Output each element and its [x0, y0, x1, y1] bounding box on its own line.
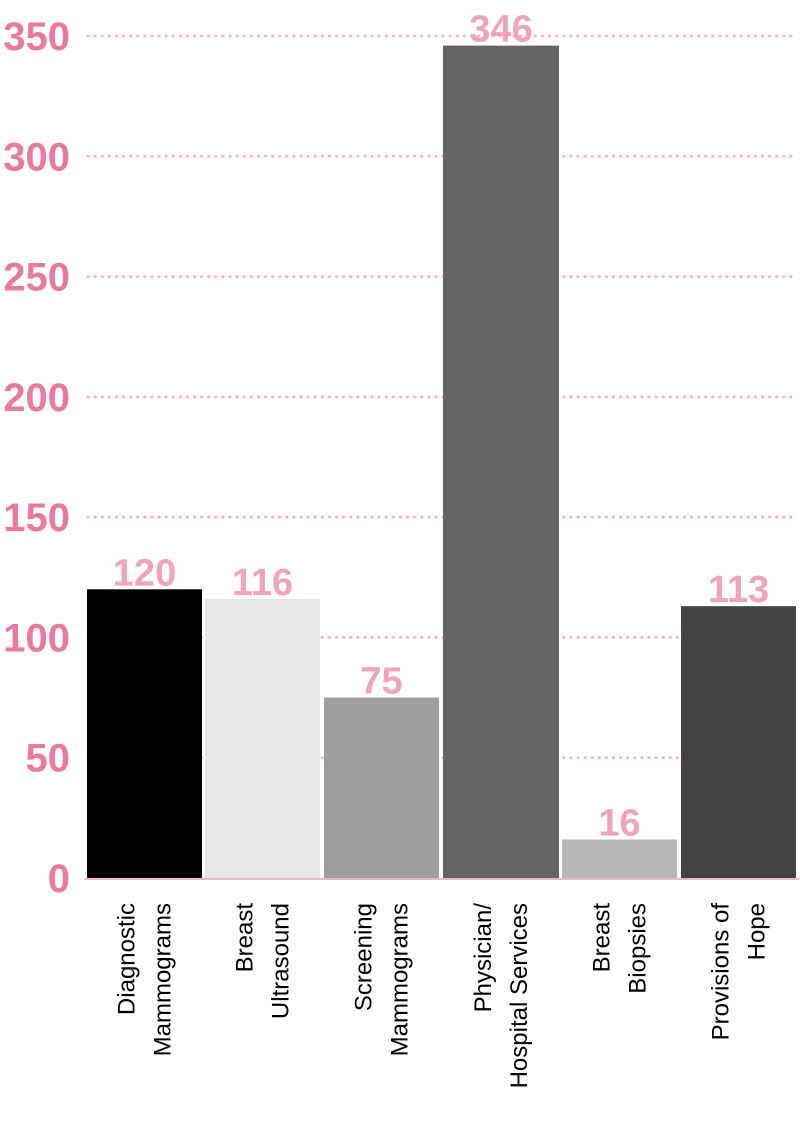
category-label-line: Breast	[232, 903, 259, 973]
category-labels: Diagnostic Mammograms Breast Ultrasound Scre…	[114, 903, 771, 1089]
bar	[443, 45, 559, 878]
y-tick-label: 0	[48, 857, 70, 901]
category-label-line: Mammograms	[387, 903, 414, 1056]
y-tick-label: 300	[3, 135, 70, 179]
category-label: Screening Mammograms	[351, 903, 414, 1056]
value-label: 75	[360, 661, 402, 703]
y-tick-label: 250	[3, 256, 70, 300]
gridlines	[86, 34, 799, 760]
category-label-line: Mammograms	[150, 903, 177, 1056]
category-label: Breast Biopsies	[589, 903, 652, 994]
bar	[562, 839, 677, 878]
category-label-line: Hospital Services	[506, 903, 533, 1088]
category-label: Breast Ultrasound	[232, 903, 295, 1019]
value-label: 116	[232, 562, 293, 604]
y-tick-label: 200	[3, 376, 70, 420]
category-label-line: Provisions of	[708, 903, 735, 1041]
bar	[205, 598, 320, 878]
y-tick-label: 350	[3, 15, 70, 59]
category-label-line: Screening	[351, 903, 378, 1011]
y-tick-label: 50	[26, 737, 71, 781]
value-labels: 120 116 75 346 16 113	[113, 9, 769, 845]
bar	[324, 697, 439, 878]
category-label-line: Physician/	[470, 903, 497, 1013]
bars	[87, 45, 796, 878]
bar	[681, 606, 796, 878]
category-label-line: Hope	[744, 903, 771, 960]
category-label-line: Diagnostic	[114, 903, 141, 1015]
y-axis-ticks: 0 50 100 150 200 250 300 350	[3, 15, 70, 901]
category-label-line: Breast	[589, 903, 616, 973]
y-tick-label: 150	[3, 496, 70, 540]
value-label: 346	[469, 9, 532, 51]
bar	[87, 589, 202, 878]
y-tick-label: 100	[3, 616, 70, 660]
value-label: 16	[598, 803, 640, 845]
value-label: 113	[708, 569, 769, 611]
category-label-line: Biopsies	[625, 903, 652, 994]
category-label: Physician/Hospital Services	[470, 903, 533, 1089]
category-label: Diagnostic Mammograms	[114, 903, 177, 1056]
category-label: Provisions of Hope	[708, 903, 771, 1041]
category-label-line: Ultrasound	[268, 903, 295, 1019]
value-label: 120	[113, 552, 176, 594]
